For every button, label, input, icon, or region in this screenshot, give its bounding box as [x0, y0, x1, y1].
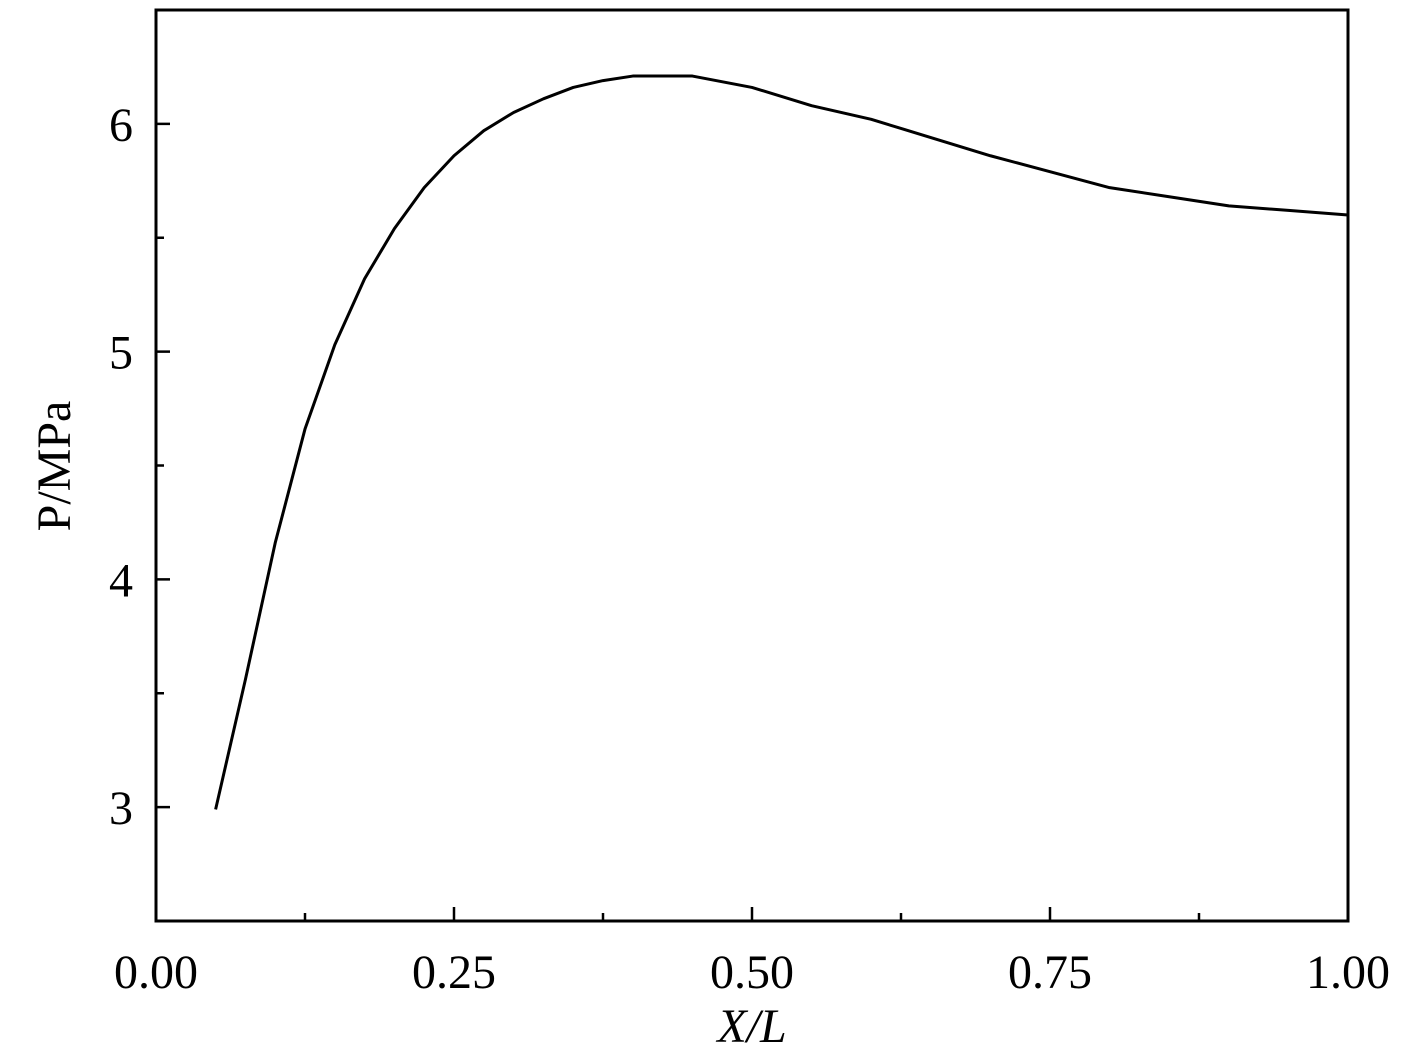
x-tick-label: 0.75	[1008, 946, 1092, 999]
y-tick-label: 3	[109, 782, 133, 835]
x-tick-label: 0.25	[412, 946, 496, 999]
y-axis-label: P/MPa	[28, 401, 81, 532]
y-tick-label: 6	[109, 99, 133, 152]
x-axis-label: X/L	[715, 1000, 786, 1053]
x-tick-label: 0.50	[710, 946, 794, 999]
data-line	[214, 74, 1349, 810]
x-tick-label: 1.00	[1306, 946, 1390, 999]
y-tick-label: 5	[109, 327, 133, 380]
plot-frame	[154, 8, 1350, 923]
x-tick-label: 0.00	[114, 946, 198, 999]
y-tick-label: 4	[109, 554, 133, 607]
